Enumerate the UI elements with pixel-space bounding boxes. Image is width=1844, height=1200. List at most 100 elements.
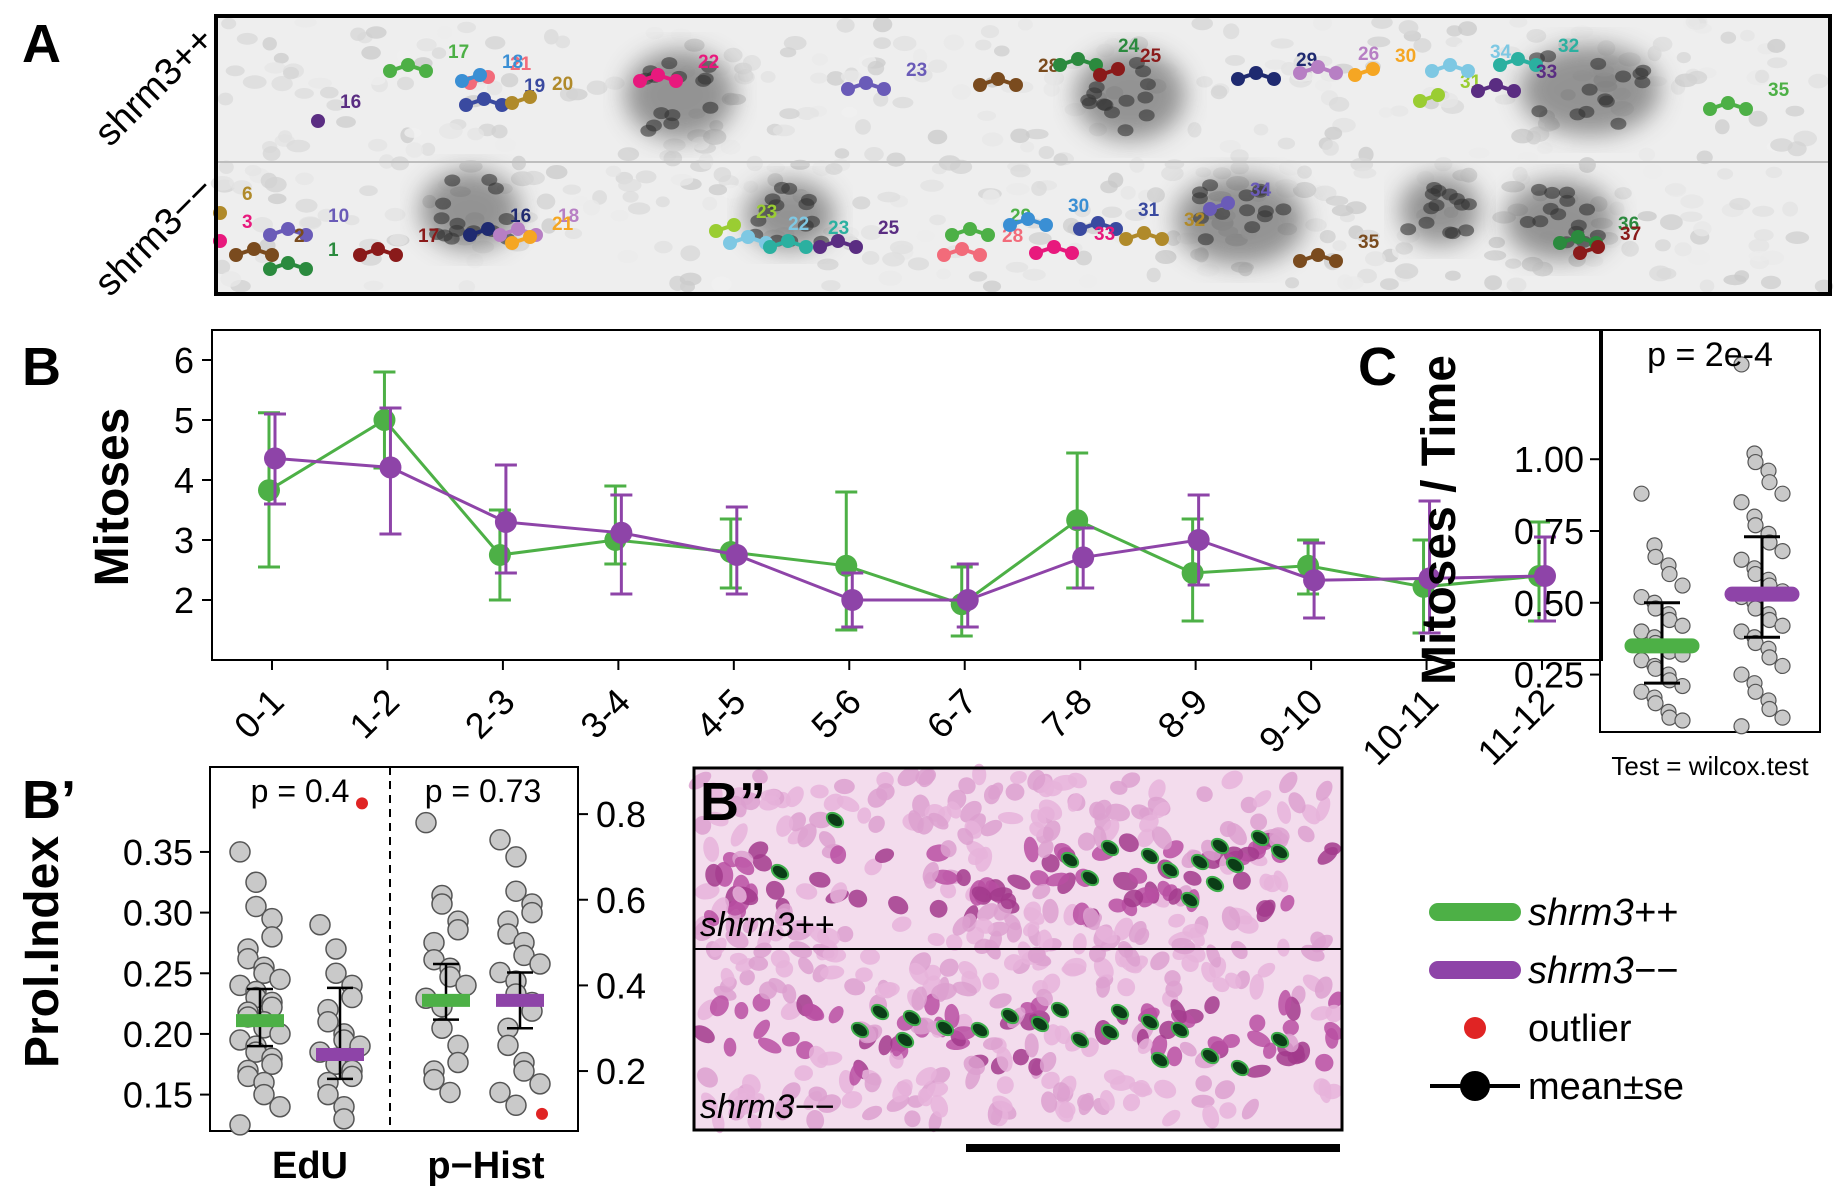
- raw-point: [1647, 695, 1664, 712]
- track-top-31-dot: [1413, 94, 1427, 108]
- data-point: [1072, 546, 1095, 569]
- cell: [997, 812, 1024, 825]
- track-bottom-31-dot: [1091, 216, 1105, 230]
- raw-point: [1747, 683, 1764, 700]
- cell: [939, 958, 959, 977]
- nucleus: [1696, 150, 1713, 165]
- track-bottom-29-dot: [981, 228, 995, 242]
- panel-bp-letter: B’: [22, 770, 76, 830]
- track-top-35-dot: [1703, 102, 1717, 116]
- cell: [975, 918, 994, 934]
- nucleus: [929, 214, 946, 226]
- nucleus: [1785, 265, 1804, 276]
- nucleus: [1623, 260, 1641, 274]
- nucleus: [384, 207, 406, 222]
- track-top-25-dot: [1111, 62, 1125, 76]
- nucleus: [1570, 25, 1594, 39]
- cell: [1279, 771, 1298, 794]
- cell: [878, 1035, 893, 1056]
- nucleus: [586, 80, 608, 95]
- nucleus: [1434, 157, 1453, 172]
- dark-nucleus: [444, 174, 461, 187]
- edu-positive-nucleus: [1205, 875, 1225, 893]
- nucleus: [1720, 247, 1738, 259]
- nucleus: [808, 116, 831, 128]
- track-bottom-35-dot: [1293, 254, 1307, 268]
- nucleus: [927, 129, 948, 145]
- cell: [904, 1110, 921, 1128]
- edu-positive-nucleus: [1140, 1013, 1160, 1031]
- cell: [747, 1114, 762, 1131]
- legend-swatch-meanse-dot: [1460, 1071, 1490, 1101]
- cell: [736, 1097, 758, 1116]
- edu-positive-nucleus: [1100, 1023, 1120, 1041]
- track-bottom-16-label: 16: [510, 206, 531, 227]
- nucleus: [317, 208, 336, 222]
- edu-positive-nucleus: [1100, 839, 1120, 857]
- edu-positive-nucleus: [1170, 1021, 1190, 1039]
- nucleus: [1210, 85, 1228, 100]
- nucleus: [1591, 279, 1613, 293]
- raw-point: [1674, 617, 1691, 634]
- cell: [759, 981, 778, 1000]
- nucleus: [467, 127, 484, 141]
- raw-point: [439, 1081, 461, 1104]
- nucleus: [437, 26, 453, 39]
- cell: [1096, 976, 1111, 998]
- cell: [926, 1081, 949, 1097]
- track-bottom-1-label: 1: [328, 240, 339, 261]
- cell: [892, 1079, 913, 1103]
- panel-c-ylabel: Mitoses / Time: [1413, 355, 1466, 685]
- cell: [752, 769, 768, 784]
- nucleus: [810, 72, 828, 84]
- dark-nucleus: [1531, 105, 1548, 118]
- cell: [782, 984, 797, 1004]
- cell: [1023, 901, 1042, 922]
- edu-positive-nucleus: [1060, 851, 1080, 869]
- dark-nucleus: [1579, 203, 1595, 216]
- track-bottom-21-dot: [505, 236, 519, 250]
- track-top-23-dot: [859, 76, 873, 90]
- track-bottom-16-dot: [481, 222, 495, 236]
- nucleus: [404, 127, 422, 138]
- cell: [1148, 779, 1166, 802]
- nucleus: [326, 99, 346, 111]
- track-top-25-label: 25: [1140, 46, 1162, 67]
- raw-point: [1674, 577, 1691, 594]
- data-point: [1187, 529, 1210, 551]
- dark-nucleus: [1192, 212, 1209, 225]
- cell: [1168, 913, 1186, 928]
- nucleus: [982, 280, 1002, 293]
- nucleus: [1380, 278, 1399, 291]
- x-tick-label: 1-2: [341, 681, 407, 747]
- nucleus: [852, 196, 871, 210]
- track-top-30-label: 30: [1395, 46, 1416, 67]
- raw-point: [261, 1053, 283, 1076]
- track-top-22-dot: [633, 74, 647, 88]
- dark-nucleus: [1118, 94, 1135, 107]
- nucleus: [1693, 221, 1712, 237]
- nucleus: [1305, 218, 1327, 232]
- dark-nucleus: [1239, 204, 1256, 217]
- nucleus: [1532, 261, 1554, 277]
- edu-positive-nucleus: [895, 1031, 915, 1049]
- cell: [834, 778, 855, 795]
- raw-point: [1747, 453, 1764, 471]
- nucleus: [262, 37, 277, 51]
- nucleus: [713, 167, 732, 183]
- y-tick-label: 4: [174, 460, 194, 501]
- track-bottom-18-label: 18: [558, 206, 579, 227]
- nucleus: [1755, 69, 1769, 83]
- nucleus: [892, 35, 917, 52]
- cell: [770, 949, 790, 969]
- nucleus: [1720, 31, 1737, 44]
- nucleus: [981, 132, 1004, 147]
- nucleus: [1680, 194, 1704, 209]
- track-top-19-dot: [477, 92, 491, 106]
- outlier-point: [356, 797, 368, 810]
- nucleus: [836, 17, 855, 33]
- cell: [1117, 978, 1136, 997]
- left-tick-label: 0.30: [123, 893, 193, 934]
- track-top-35-label: 35: [1768, 80, 1790, 101]
- cell: [1204, 996, 1220, 1015]
